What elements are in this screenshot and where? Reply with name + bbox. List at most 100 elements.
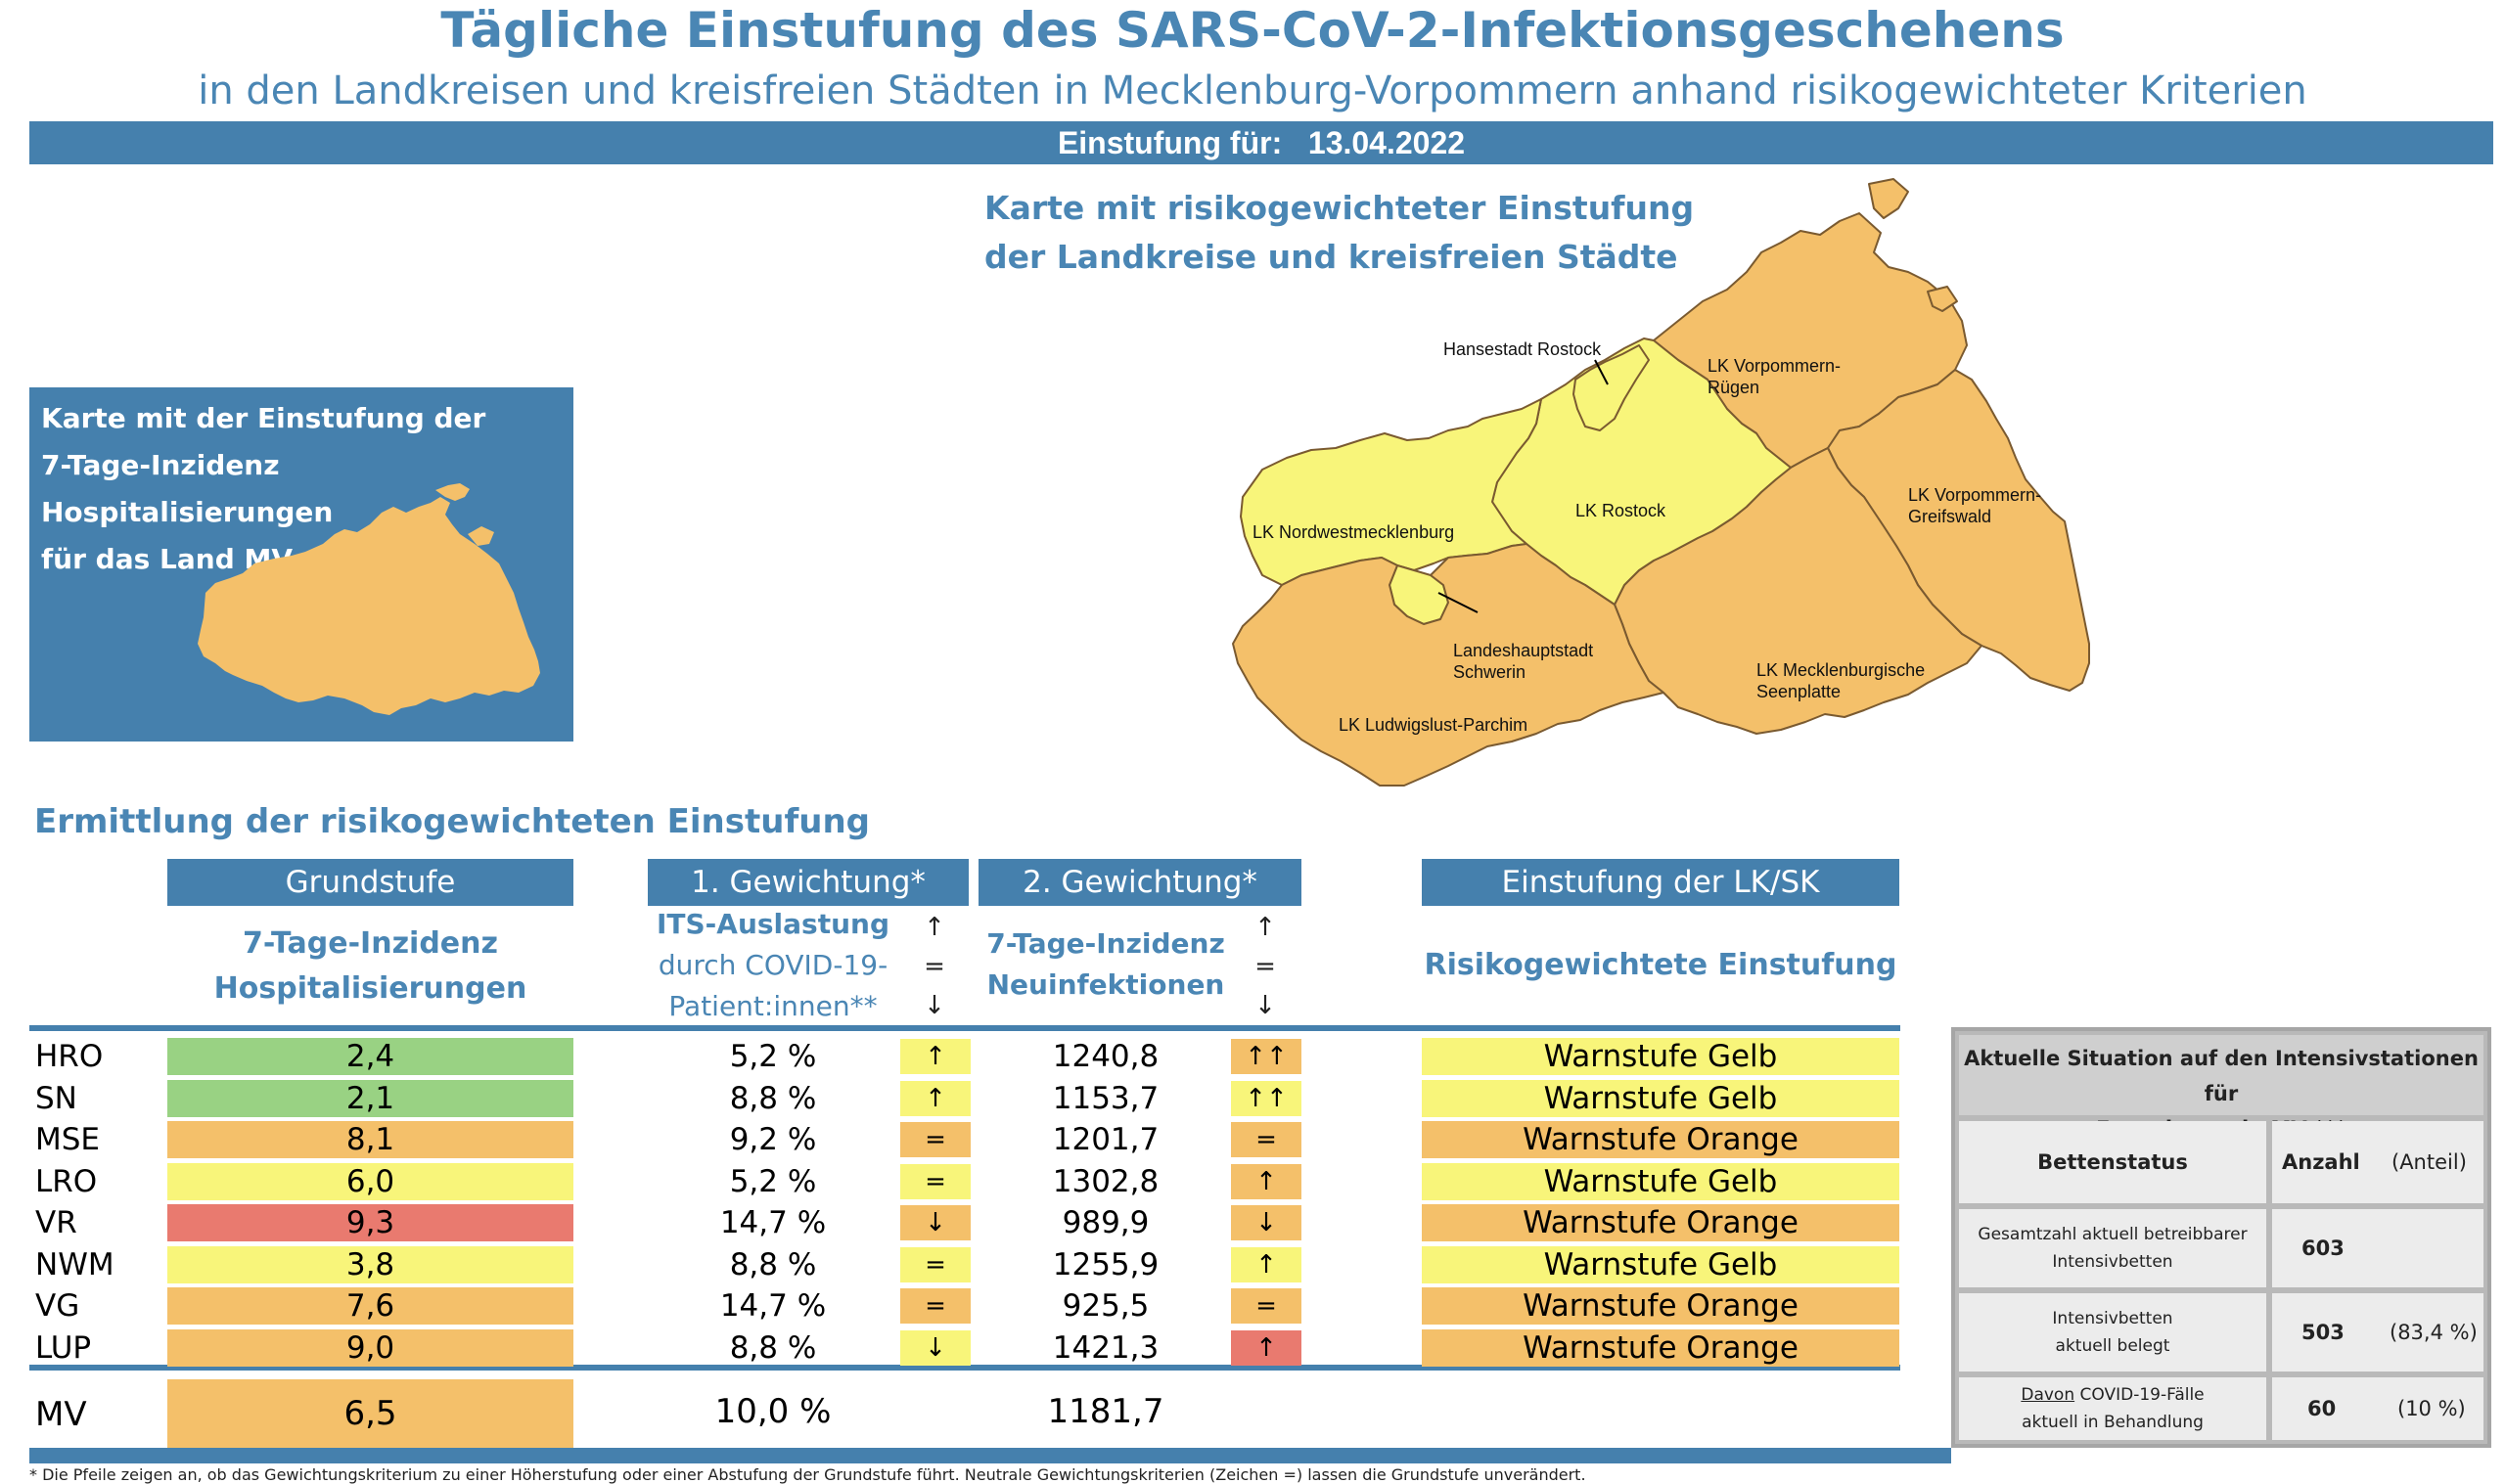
row-code: LRO <box>35 1164 98 1199</box>
inzidenz-cell: 1153,7 <box>1052 1081 1160 1116</box>
row-code: VG <box>35 1288 80 1324</box>
inzidenz-cell: 1302,8 <box>1052 1164 1160 1199</box>
inzidenz-cell: 1421,3 <box>1052 1330 1160 1366</box>
date-value: 13.04.2022 <box>1307 125 1466 160</box>
big-map-title-line: Karte mit risikogewichteter Einstufung <box>984 189 1695 227</box>
subheader-arrows-2: ↑ = ↓ <box>1226 908 1304 1025</box>
equal-icon: = <box>1254 952 1276 981</box>
icu-row-values: 60 (10 %) <box>2272 1377 2483 1440</box>
inzidenz-arrow-cell: = <box>1231 1122 1301 1157</box>
icu-row-label-line: Intensivbetten <box>2052 1309 2173 1328</box>
header-grundstufe: Grundstufe <box>167 859 573 906</box>
icu-row-label-line: aktuell belegt <box>2055 1336 2170 1356</box>
its-arrow-cell: = <box>900 1288 971 1324</box>
icu-row-label: Intensivbetten aktuell belegt <box>1959 1293 2266 1372</box>
icu-row-label-line: Gesamtzahl aktuell betreibbarer <box>1978 1225 2248 1244</box>
equal-icon: = <box>924 952 945 981</box>
inzidenz-cell: 1240,8 <box>1052 1039 1160 1074</box>
subheader-line: Patient:innen** <box>668 990 878 1022</box>
inzidenz-arrow-cell: ↓ <box>1231 1205 1301 1240</box>
einstufung-cell: Warnstufe Gelb <box>1422 1246 1899 1283</box>
its-arrow-cell: = <box>900 1247 971 1282</box>
total-row-label: MV <box>35 1395 87 1434</box>
map-label-mse: LK Mecklenburgische <box>1756 660 1925 680</box>
icu-row-label: Davon COVID-19-Fälle aktuell in Behandlu… <box>1959 1377 2266 1440</box>
table-total-rule <box>29 1365 1900 1371</box>
inzidenz-arrow-cell: ↑ <box>1231 1330 1301 1366</box>
hosp-cell: 2,1 <box>167 1080 573 1117</box>
subheader-risiko: Risikogewichtete Einstufung <box>1424 948 1897 982</box>
big-map-title-line: der Landkreise und kreisfreien Städte <box>984 238 1678 276</box>
einstufung-cell: Warnstufe Orange <box>1422 1204 1899 1241</box>
icu-row-label-rest: COVID-19-Fälle <box>2074 1385 2205 1405</box>
footnote: * Die Pfeile zeigen an, ob das Gewichtun… <box>29 1465 1586 1484</box>
hosp-cell: 9,3 <box>167 1204 573 1241</box>
arrow-down-icon: ↓ <box>924 991 945 1020</box>
table-bottom-rule <box>29 1448 1951 1463</box>
hosp-cell: 8,1 <box>167 1121 573 1158</box>
row-code: NWM <box>35 1247 114 1282</box>
einstufung-cell: Warnstufe Gelb <box>1422 1038 1899 1075</box>
small-map-title-line: Karte mit der Einstufung der <box>41 402 486 434</box>
arrow-up-icon: ↑ <box>924 913 945 942</box>
subheader-arrows-1: ↑ = ↓ <box>895 908 974 1025</box>
its-cell: 14,7 % <box>719 1288 827 1324</box>
row-code: SN <box>35 1081 77 1116</box>
date-label: Einstufung für: <box>1057 125 1283 160</box>
inzidenz-cell: 989,9 <box>1062 1205 1150 1240</box>
its-arrow-cell: ↑ <box>900 1081 971 1116</box>
icu-row-values: 503 (83,4 %) <box>2272 1293 2483 1372</box>
inzidenz-arrow-cell: ↑↑ <box>1231 1039 1301 1074</box>
inzidenz-arrow-cell: ↑↑ <box>1231 1081 1301 1116</box>
its-cell: 5,2 % <box>729 1039 817 1074</box>
region-hro <box>1572 344 1650 431</box>
einstufung-cell: Warnstufe Orange <box>1422 1121 1899 1158</box>
its-cell: 8,8 % <box>729 1081 817 1116</box>
inzidenz-cell: 1201,7 <box>1052 1122 1160 1157</box>
header-gewichtung-1: 1. Gewichtung* <box>648 859 969 906</box>
map-label-sn-2: Schwerin <box>1453 662 1526 682</box>
its-cell: 14,7 % <box>719 1205 827 1240</box>
date-bar: Einstufung für: 13.04.2022 <box>29 121 2493 164</box>
subheader-line: 7-Tage-Inzidenz <box>986 927 1225 960</box>
section-title: Ermittlung der risikogewichteten Einstuf… <box>34 802 871 841</box>
icu-title: Aktuelle Situation auf den Intensivstati… <box>1959 1035 2483 1141</box>
icu-anteil-value: (83,4 %) <box>2390 1321 2478 1344</box>
inzidenz-arrow-cell: ↑ <box>1231 1164 1301 1199</box>
total-inzidenz-cell: 1181,7 <box>1047 1392 1164 1431</box>
einstufung-cell: Warnstufe Orange <box>1422 1287 1899 1325</box>
map-label-vr: LK Vorpommern- <box>1708 356 1841 376</box>
subheader-line: durch COVID-19- <box>658 949 888 981</box>
icu-anteil-value: (10 %) <box>2397 1397 2466 1420</box>
its-cell: 5,2 % <box>729 1164 817 1199</box>
icu-panel: Aktuelle Situation auf den Intensivstati… <box>1951 1027 2491 1448</box>
icu-anzahl-value: 60 <box>2307 1397 2337 1420</box>
table-top-rule <box>29 1025 1900 1031</box>
hosp-cell: 2,4 <box>167 1038 573 1075</box>
map-label-mse-2: Seenplatte <box>1756 682 1841 701</box>
map-label-vg-2: Greifswald <box>1908 507 1991 526</box>
icu-title-line: Aktuelle Situation auf den Intensivstati… <box>1964 1047 2479 1105</box>
icu-row-label-line: Intensivbetten <box>2052 1252 2173 1272</box>
einstufung-cell: Warnstufe Orange <box>1422 1329 1899 1367</box>
row-code: VR <box>35 1205 77 1240</box>
its-arrow-cell: ↑ <box>900 1039 971 1074</box>
region-lup <box>1232 543 1664 787</box>
big-mv-map: Hansestadt Rostock LK Vorpommern- Rügen … <box>1232 178 2090 787</box>
total-its-cell: 10,0 % <box>714 1392 832 1431</box>
arrow-down-icon: ↓ <box>1254 991 1276 1020</box>
small-map-title: Karte mit der Einstufung der 7-Tage-Inzi… <box>41 395 573 583</box>
icu-col-status: Bettenstatus <box>1959 1121 2266 1203</box>
page-subtitle: in den Landkreisen und kreisfreien Städt… <box>198 68 2307 113</box>
inzidenz-arrow-cell: = <box>1231 1288 1301 1324</box>
its-arrow-cell: = <box>900 1164 971 1199</box>
icu-col-anzahl: Anzahl <box>2282 1150 2360 1174</box>
its-cell: 8,8 % <box>729 1247 817 1282</box>
header-gewichtung-2: 2. Gewichtung* <box>979 859 1301 906</box>
subheader-line: Hospitalisierungen <box>213 971 527 1006</box>
icu-row-label-line: aktuell in Behandlung <box>2022 1413 2204 1432</box>
small-mv-map <box>198 483 540 715</box>
arrow-up-icon: ↑ <box>1254 913 1276 942</box>
icu-row-label-underlined: Davon <box>2021 1385 2075 1405</box>
its-arrow-cell: = <box>900 1122 971 1157</box>
